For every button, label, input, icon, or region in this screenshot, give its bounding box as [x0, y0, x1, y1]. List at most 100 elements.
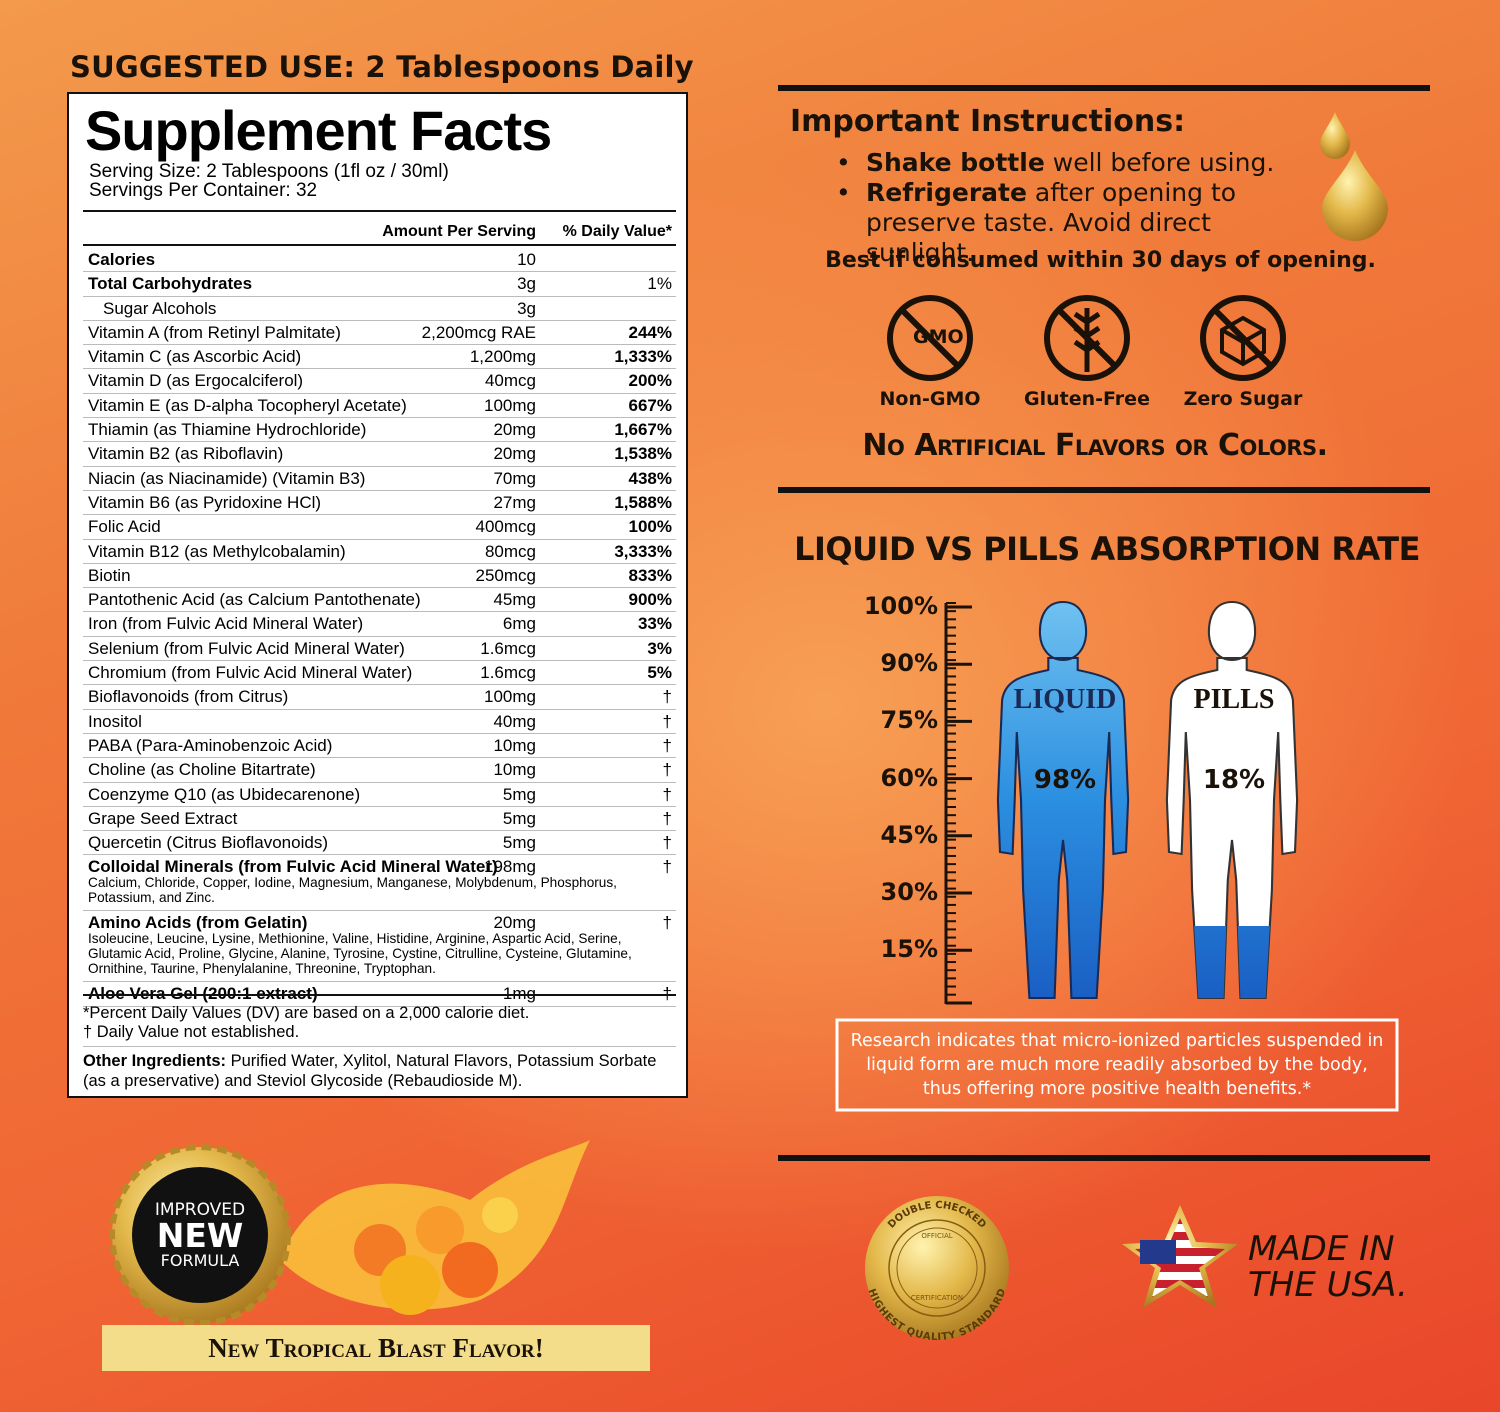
nutrient-name: Grape Seed Extract	[88, 808, 238, 828]
facts-row: Pantothenic Acid (as Calcium Pantothenat…	[83, 588, 676, 613]
amount: 80mcg	[484, 541, 536, 561]
daily-value: 3,333%	[614, 541, 672, 561]
instructions: • Shake bottle well before using. • Refrige…	[836, 148, 1316, 268]
badge-label: Gluten-Free	[1024, 388, 1150, 410]
amount: 10mg	[493, 760, 536, 780]
facts-row: Coenzyme Q10 (as Ubidecarenone) 5mg †	[83, 783, 676, 807]
daily-value: †	[662, 913, 672, 933]
nutrient-name: PABA (Para-Aminobenzoic Acid)	[88, 735, 333, 755]
daily-value: 3%	[647, 638, 672, 658]
divider	[778, 1155, 1430, 1161]
amount: 27mg	[493, 492, 536, 512]
amount: 1,200mg	[469, 347, 536, 367]
facts-row: Chromium (from Fulvic Acid Mineral Water…	[83, 661, 676, 686]
nutrient-name: Total Carbohydrates	[88, 274, 253, 294]
rule	[83, 210, 676, 212]
scale-label: 75%	[880, 706, 938, 735]
divider	[778, 487, 1430, 493]
facts-row: Selenium (from Fulvic Acid Mineral Water…	[83, 637, 676, 662]
daily-value: 1,538%	[614, 444, 672, 464]
no-artificial: No Artificial Flavors or Colors.	[862, 428, 1328, 463]
facts-row: Iron (from Fulvic Acid Mineral Water) 6mg…	[83, 612, 676, 637]
notes: *Percent Daily Values (DV) are based on …	[83, 1004, 676, 1091]
nutrient-name: Vitamin B6 (as Pyridoxine HCl)	[88, 492, 322, 512]
amount: 6mg	[502, 614, 536, 634]
nutrient-name: Amino Acids (from Gelatin)	[88, 913, 308, 933]
facts-row: Aloe Vera Gel (200:1 extract) 1mg †	[83, 982, 676, 1007]
amount: 20mg	[493, 444, 536, 464]
bullet-dot: •	[836, 178, 851, 207]
facts-row: Colloidal Minerals (from Fulvic Acid Min…	[83, 855, 676, 912]
nutrient-name: Quercetin (Citrus Bioflavonoids)	[88, 833, 328, 853]
daily-value: †	[663, 984, 672, 1004]
amount: 5mg	[502, 808, 536, 828]
bullet: • Shake bottle well before using.	[836, 148, 1316, 178]
amount: 5mg	[502, 833, 536, 853]
nutrient-name: Colloidal Minerals (from Fulvic Acid Min…	[88, 857, 498, 877]
figure-label: LIQUID	[1013, 684, 1117, 715]
daily-value: †	[662, 687, 672, 707]
nutrient-name: Vitamin B2 (as Riboflavin)	[88, 444, 284, 464]
flavor-banner	[102, 1325, 650, 1371]
liquid-figure	[996, 600, 1130, 1000]
nutrient-name: Vitamin A (from Retinyl Palmitate)	[88, 322, 341, 342]
bullet-text: well before using.	[1044, 148, 1275, 177]
drop-icon	[1322, 150, 1388, 241]
badge-label: Zero Sugar	[1183, 388, 1303, 410]
facts-row: Niacin (as Niacinamide) (Vitamin B3) 70mg…	[83, 467, 676, 491]
scale-label: 30%	[880, 878, 938, 906]
amount: 10mg	[493, 735, 536, 755]
scale-label: 100%	[863, 592, 938, 620]
nutrient-name: Pantothenic Acid (as Calcium Pantothenat…	[88, 590, 421, 610]
daily-value: 100%	[628, 517, 672, 537]
amount: 1.6mcg	[480, 638, 536, 658]
scale	[944, 602, 972, 1005]
facts-row: Vitamin D (as Ergocalciferol) 40mcg 200%	[83, 369, 676, 394]
amount: 100mg	[484, 395, 536, 415]
daily-value: 833%	[628, 565, 672, 585]
nutrient-name: Folic Acid	[88, 517, 161, 537]
instructions-title: Important Instructions:	[790, 104, 1186, 139]
scale-label: 60%	[880, 763, 938, 792]
daily-value: 667%	[628, 395, 672, 415]
facts-row: Amino Acids (from Gelatin) 20mg † Isoleucin…	[83, 911, 676, 983]
suggested-use: SUGGESTED USE: 2 Tablespoons Daily	[70, 50, 694, 84]
facts-row: Vitamin B2 (as Riboflavin) 20mg 1,538%	[83, 442, 676, 467]
nutrient-name: Inositol	[88, 711, 142, 731]
usa-star	[1122, 1205, 1238, 1308]
divider	[778, 85, 1430, 91]
daily-value: †	[662, 760, 672, 780]
absorption-title: LIQUID VS PILLS ABSORPTION RATE	[794, 530, 1420, 568]
serving-size: Serving Size: 2 Tablespoons (1fl oz / 30…	[89, 161, 449, 182]
amount: 45mg	[493, 590, 536, 610]
rule	[83, 994, 676, 996]
scale-label: 90%	[880, 649, 938, 678]
figure-label: PILLS	[1193, 684, 1275, 715]
daily-value: †	[662, 857, 672, 877]
nutrient-name: Chromium (from Fulvic Acid Mineral Water…	[88, 663, 413, 683]
nutrient-name: Choline (as Choline Bitartrate)	[88, 760, 316, 780]
amount: 400mcg	[475, 517, 536, 537]
nutrient-name: Calories	[88, 250, 156, 269]
daily-value: †	[662, 808, 672, 828]
facts-row: Vitamin A (from Retinyl Palmitate) 2,200m…	[83, 321, 676, 346]
instructions-note: Best if consumed within 30 days of openi…	[825, 248, 1376, 273]
daily-value: †	[662, 735, 672, 755]
note: † Daily Value not established.	[83, 1023, 300, 1041]
note: *Percent Daily Values (DV) are based on …	[83, 1004, 530, 1022]
bullet-bold: Refrigerate	[866, 178, 1027, 207]
daily-value: †	[662, 833, 672, 853]
facts-row: Biotin 250mcg 833%	[83, 564, 676, 589]
amount: 3g	[517, 274, 536, 294]
scale-label: 15%	[880, 935, 938, 964]
bullet-text: after opening to preserve taste. Avoid d…	[866, 178, 1237, 267]
pills-figure	[1165, 600, 1299, 1000]
nutrient-name: Aloe Vera Gel (200:1 extract)	[88, 984, 318, 1004]
badge-icons	[887, 295, 1286, 381]
figure-value: 18%	[1202, 765, 1266, 795]
other-label: Other Ingredients:	[83, 1052, 227, 1070]
seal	[865, 1196, 1009, 1340]
daily-value: 1%	[647, 274, 672, 294]
